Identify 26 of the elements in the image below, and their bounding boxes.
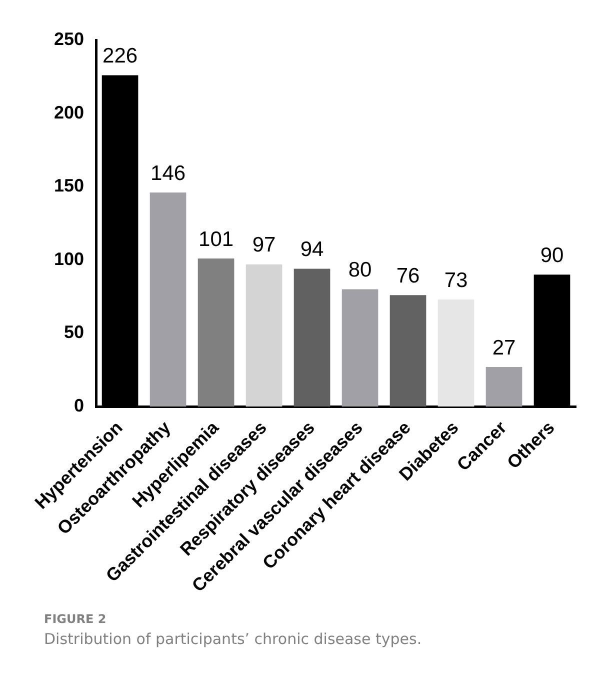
data-label: 76 [396,264,420,288]
bar [198,258,234,407]
data-label: 90 [540,244,564,267]
text: Distribution of participants’ chronic disease types. [44,630,422,648]
data-label: 101 [198,228,234,251]
y-tick-label: 250 [54,28,84,49]
data-label: 94 [300,238,324,262]
data-label: 73 [444,268,468,292]
data-label: 146 [150,162,186,185]
bar [246,264,282,407]
data-label: 97 [252,234,276,257]
data-label: 226 [102,44,138,68]
data-label: 80 [348,258,372,282]
bar [342,289,378,407]
y-tick-label: 150 [54,176,84,196]
y-tick-label: 200 [54,102,84,122]
bar [150,192,186,407]
bar [390,295,426,407]
data-label: 27 [492,336,516,360]
caption: FIGURE 2 [44,612,108,626]
y-tick-label: 50 [64,322,84,342]
bar [438,300,474,407]
y-tick-label: 0 [74,396,84,416]
bar [486,366,522,407]
bar [294,268,330,407]
y-tick-label: 100 [54,248,84,269]
